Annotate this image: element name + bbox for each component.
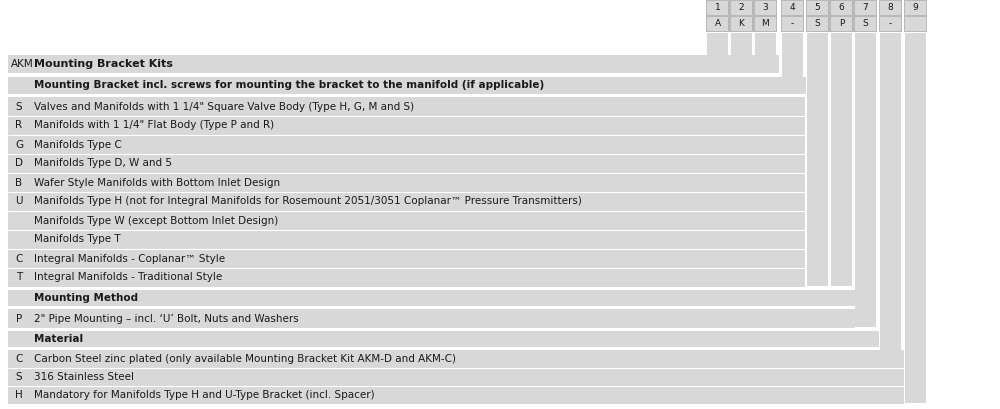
Bar bbox=[755, 1, 776, 15]
Text: 1: 1 bbox=[715, 4, 720, 13]
Text: Manifolds Type H (not for Integral Manifolds for Rosemount 2051/3051 Coplanar™ P: Manifolds Type H (not for Integral Manif… bbox=[34, 196, 582, 207]
Text: Mounting Bracket Kits: Mounting Bracket Kits bbox=[34, 59, 173, 69]
Text: Manifolds Type C: Manifolds Type C bbox=[34, 139, 122, 150]
Text: 8: 8 bbox=[888, 4, 893, 13]
Bar bbox=[755, 17, 776, 31]
Bar bbox=[8, 97, 805, 287]
Bar bbox=[707, 17, 728, 31]
Bar bbox=[904, 0, 927, 16]
Text: 3: 3 bbox=[763, 4, 768, 13]
Text: C: C bbox=[15, 254, 23, 263]
Bar bbox=[855, 1, 876, 15]
Bar bbox=[831, 17, 852, 31]
Text: Manifolds Type D, W and 5: Manifolds Type D, W and 5 bbox=[34, 159, 172, 169]
Text: P: P bbox=[839, 20, 844, 29]
Bar bbox=[8, 290, 855, 306]
Text: C: C bbox=[15, 354, 23, 364]
Bar bbox=[8, 55, 779, 73]
Bar bbox=[8, 309, 855, 328]
Text: 2: 2 bbox=[739, 4, 744, 13]
Text: Mounting Bracket incl. screws for mounting the bracket to the manifold (if appli: Mounting Bracket incl. screws for mounti… bbox=[34, 81, 544, 90]
Bar bbox=[781, 16, 804, 32]
Text: Valves and Manifolds with 1 1/4" Square Valve Body (Type H, G, M and S): Valves and Manifolds with 1 1/4" Square … bbox=[34, 101, 414, 112]
Text: Mandatory for Manifolds Type H and U-Type Bracket (incl. Spacer): Mandatory for Manifolds Type H and U-Typ… bbox=[34, 390, 375, 400]
Text: Integral Manifolds - Coplanar™ Style: Integral Manifolds - Coplanar™ Style bbox=[34, 254, 225, 263]
Bar bbox=[806, 16, 877, 32]
Bar bbox=[807, 33, 828, 286]
Bar bbox=[707, 33, 728, 72]
Text: S: S bbox=[815, 20, 820, 29]
Text: T: T bbox=[16, 272, 22, 283]
Bar bbox=[879, 0, 902, 16]
Bar bbox=[905, 33, 926, 403]
Text: 5: 5 bbox=[815, 4, 820, 13]
Bar bbox=[880, 33, 901, 403]
Text: S: S bbox=[16, 372, 22, 382]
Bar bbox=[831, 1, 852, 15]
Bar bbox=[782, 17, 803, 31]
Text: -: - bbox=[791, 20, 794, 29]
Text: Manifolds with 1 1/4" Flat Body (Type P and R): Manifolds with 1 1/4" Flat Body (Type P … bbox=[34, 121, 274, 130]
Text: AKM: AKM bbox=[11, 59, 34, 69]
Text: -: - bbox=[889, 20, 892, 29]
Bar bbox=[8, 350, 904, 404]
Text: S: S bbox=[16, 101, 22, 112]
Bar bbox=[707, 1, 728, 15]
Text: Integral Manifolds - Traditional Style: Integral Manifolds - Traditional Style bbox=[34, 272, 222, 283]
Text: 6: 6 bbox=[839, 4, 844, 13]
Text: Material: Material bbox=[34, 334, 83, 344]
Text: Mounting Method: Mounting Method bbox=[34, 293, 138, 303]
Bar bbox=[855, 17, 876, 31]
Bar bbox=[8, 77, 806, 94]
Bar bbox=[706, 16, 777, 32]
Bar bbox=[905, 17, 926, 31]
Text: 9: 9 bbox=[913, 4, 918, 13]
Bar bbox=[731, 17, 752, 31]
Bar bbox=[706, 0, 777, 16]
Text: H: H bbox=[15, 390, 23, 400]
Text: D: D bbox=[15, 159, 23, 169]
Bar bbox=[905, 1, 926, 15]
Text: Carbon Steel zinc plated (only available Mounting Bracket Kit AKM-D and AKM-C): Carbon Steel zinc plated (only available… bbox=[34, 354, 456, 364]
Bar bbox=[807, 1, 828, 15]
Bar bbox=[755, 33, 776, 72]
Bar bbox=[781, 0, 804, 16]
Bar bbox=[880, 1, 901, 15]
Bar bbox=[782, 1, 803, 15]
Text: 7: 7 bbox=[863, 4, 868, 13]
Bar bbox=[879, 16, 902, 32]
Bar bbox=[904, 16, 927, 32]
Text: 4: 4 bbox=[790, 4, 795, 13]
Text: Wafer Style Manifolds with Bottom Inlet Design: Wafer Style Manifolds with Bottom Inlet … bbox=[34, 178, 280, 187]
Text: A: A bbox=[714, 20, 721, 29]
Text: M: M bbox=[762, 20, 769, 29]
Bar bbox=[8, 331, 879, 347]
Bar bbox=[855, 33, 876, 327]
Bar bbox=[807, 17, 828, 31]
Text: 2" Pipe Mounting – incl. ‘U’ Bolt, Nuts and Washers: 2" Pipe Mounting – incl. ‘U’ Bolt, Nuts … bbox=[34, 314, 299, 324]
Bar bbox=[731, 1, 752, 15]
Text: K: K bbox=[739, 20, 744, 29]
Text: Manifolds Type T: Manifolds Type T bbox=[34, 234, 121, 245]
Bar bbox=[782, 33, 803, 93]
Bar bbox=[806, 0, 877, 16]
Text: U: U bbox=[15, 196, 23, 207]
Text: S: S bbox=[863, 20, 868, 29]
Text: 316 Stainless Steel: 316 Stainless Steel bbox=[34, 372, 134, 382]
Bar bbox=[831, 33, 852, 286]
Bar bbox=[731, 33, 752, 72]
Text: R: R bbox=[15, 121, 23, 130]
Text: B: B bbox=[15, 178, 23, 187]
Text: Manifolds Type W (except Bottom Inlet Design): Manifolds Type W (except Bottom Inlet De… bbox=[34, 216, 278, 225]
Text: P: P bbox=[16, 314, 22, 324]
Text: G: G bbox=[15, 139, 23, 150]
Bar bbox=[880, 17, 901, 31]
